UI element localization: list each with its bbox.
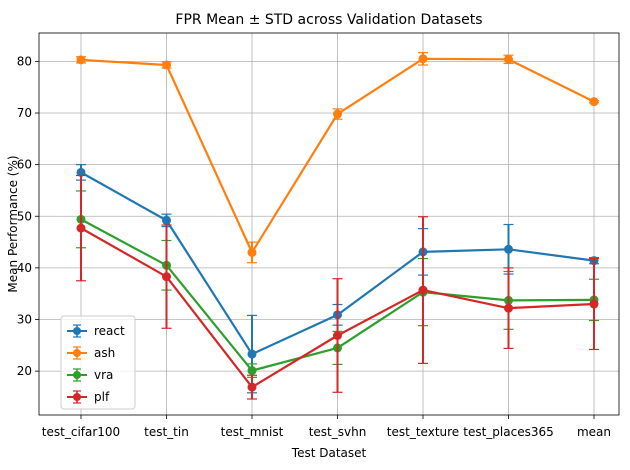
series-ash [76,52,599,264]
plf-point [504,303,513,313]
legend-label: ash [94,346,115,360]
ash-point [589,97,599,107]
legend-entry-ash: ash [67,346,115,360]
legend-marker [73,371,81,379]
y-tick-label: 70 [17,106,32,120]
legend-label: react [94,324,125,338]
x-tick-label: test_svhn [309,425,367,439]
plf-point [418,285,428,295]
ash-point [76,55,86,65]
ash-point [504,54,513,64]
legend-entry-react: react [67,324,125,338]
react-point [247,349,257,359]
axes: test_cifar100 test_tin test_mnist test_svhn… [17,54,611,439]
grid [39,33,619,415]
ash-point [162,60,171,70]
legend: react ash vra plf [60,315,136,410]
legend-entry-plf: plf [67,390,110,404]
y-tick-label: 20 [17,364,32,378]
legend-marker [73,349,81,357]
series-layer [76,52,599,400]
legend-entry-vra: vra [67,368,113,382]
chart-title: FPR Mean ± STD across Validation Dataset… [175,12,482,28]
plf-point [247,382,257,392]
x-tick-label: test_mnist [221,425,284,439]
x-tick-label: test_texture [387,425,459,439]
y-axis-label: Mean Performance (%) [6,155,20,292]
react-point [504,244,513,254]
legend-label: plf [94,390,110,404]
react-point [162,215,171,225]
ash-point [247,247,257,257]
legend-marker [73,393,81,401]
vra-point [247,366,257,376]
legend-marker [73,327,81,335]
legend-label: vra [94,368,113,382]
y-tick-label: 40 [17,261,32,275]
y-tick-label: 30 [17,313,32,327]
plot-frame [38,32,620,416]
series-plf [76,174,599,400]
plf-point [589,299,599,309]
plf-point [76,223,86,233]
react-point [76,167,86,177]
legend-box [60,315,136,410]
x-tick-label: test_tin [144,425,189,439]
x-axis-label: Test Dataset [291,446,367,460]
ash-point [333,109,342,119]
y-tick-label: 80 [17,54,32,68]
x-tick-label: mean [577,425,611,439]
plf-point [162,272,171,282]
ash-point [418,54,428,64]
x-tick-label: test_places365 [463,425,554,439]
y-tick-label: 60 [17,158,32,172]
y-tick-label: 50 [17,209,32,223]
x-tick-label: test_cifar100 [42,425,120,439]
plf-point [333,331,342,341]
